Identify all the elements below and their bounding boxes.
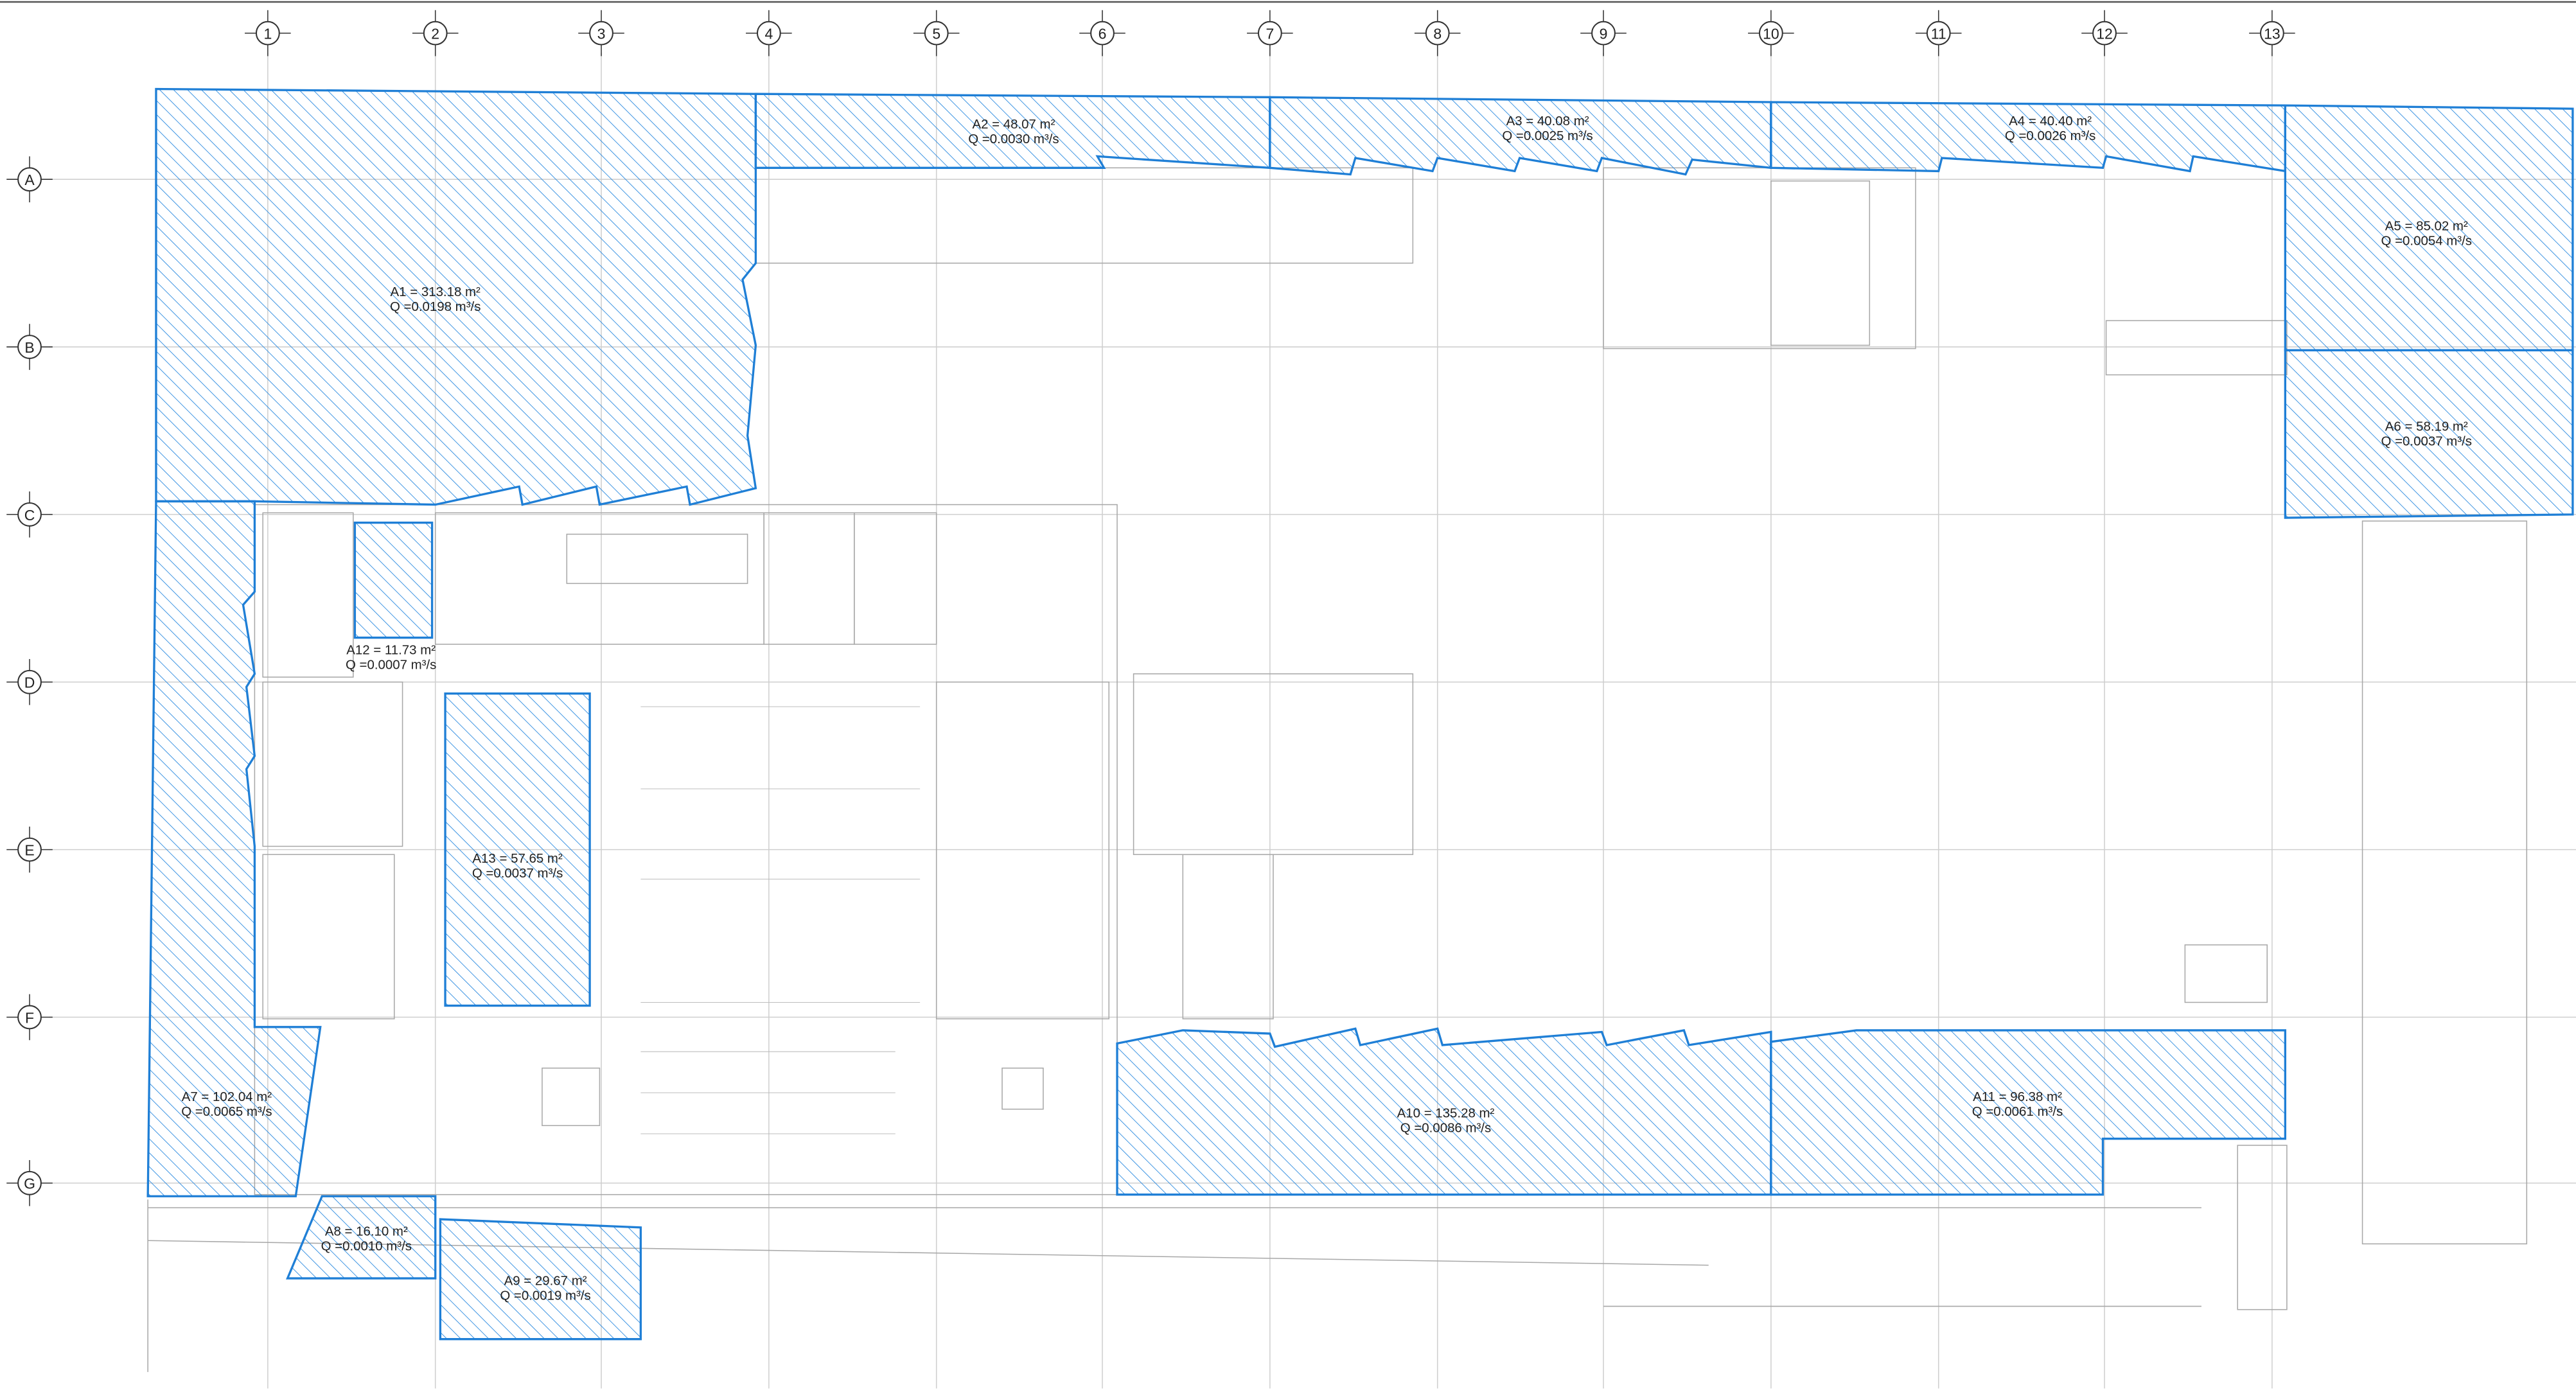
- area-label: A4 = 40.40 m²: [2009, 114, 2092, 128]
- column-label: 8: [1433, 26, 1442, 42]
- row-label: C: [24, 507, 35, 524]
- area-flow: Q =0.0007 m³/s: [346, 657, 436, 672]
- area-flow: Q =0.0054 m³/s: [2381, 233, 2472, 248]
- area-flow: Q =0.0065 m³/s: [181, 1104, 272, 1119]
- area-flow: Q =0.0030 m³/s: [968, 132, 1059, 146]
- area-flow: Q =0.0198 m³/s: [390, 299, 481, 314]
- area-flow: Q =0.0025 m³/s: [1502, 128, 1592, 143]
- column-label: 4: [764, 26, 773, 42]
- column-label: 9: [1600, 26, 1608, 42]
- column-label: 11: [1931, 26, 1946, 42]
- area-label: A7 = 102.04 m²: [182, 1089, 272, 1104]
- column-label: 6: [1098, 26, 1107, 42]
- column-label: 10: [1763, 26, 1779, 42]
- column-label: 13: [2264, 26, 2280, 42]
- column-label: 12: [2096, 26, 2113, 42]
- area-label: A1 = 313.18 m²: [391, 285, 481, 299]
- row-label: D: [24, 674, 35, 691]
- area-label: A12 = 11.73 m²: [346, 642, 436, 657]
- floor-plan: 12345678910111213ABCDEFG A1 = 313.: [0, 0, 2576, 1392]
- column-label: 3: [597, 26, 606, 42]
- area-label: A13 = 57.65 m²: [472, 851, 563, 866]
- area-label: A2 = 48.07 m²: [972, 117, 1055, 132]
- area-flow: Q =0.0061 m³/s: [1972, 1104, 2063, 1119]
- ventilation-area: [355, 523, 432, 638]
- row-label: F: [25, 1009, 34, 1026]
- area-flow: Q =0.0010 m³/s: [321, 1239, 412, 1254]
- page: {"grid": {"columns": ["1", "2", "3", "4"…: [0, 0, 2576, 1392]
- area-label: A8 = 16.10 m²: [325, 1224, 408, 1239]
- area-label: A5 = 85.02 m²: [2385, 218, 2468, 233]
- row-label: G: [24, 1176, 35, 1192]
- row-label: A: [24, 172, 35, 188]
- ventilation-area: [445, 694, 590, 1006]
- area-label: A3 = 40.08 m²: [1506, 114, 1589, 128]
- area-flow: Q =0.0037 m³/s: [472, 866, 563, 881]
- area-label: A10 = 135.28 m²: [1397, 1106, 1495, 1120]
- areas: [148, 89, 2573, 1339]
- column-label: 2: [431, 26, 439, 42]
- row-label: E: [24, 842, 34, 859]
- area-flow: Q =0.0026 m³/s: [2005, 128, 2095, 143]
- column-label: 7: [1266, 26, 1274, 42]
- area-flow: Q =0.0086 m³/s: [1400, 1120, 1491, 1135]
- area-flow: Q =0.0019 m³/s: [500, 1288, 590, 1303]
- area-label: A6 = 58.19 m²: [2385, 419, 2468, 434]
- row-label: B: [24, 339, 34, 356]
- area-flow: Q =0.0037 m³/s: [2381, 434, 2472, 448]
- area-label: A11 = 96.38 m²: [1973, 1089, 2062, 1104]
- column-label: 1: [263, 26, 272, 42]
- column-label: 5: [932, 26, 940, 42]
- area-label: A9 = 29.67 m²: [504, 1273, 587, 1288]
